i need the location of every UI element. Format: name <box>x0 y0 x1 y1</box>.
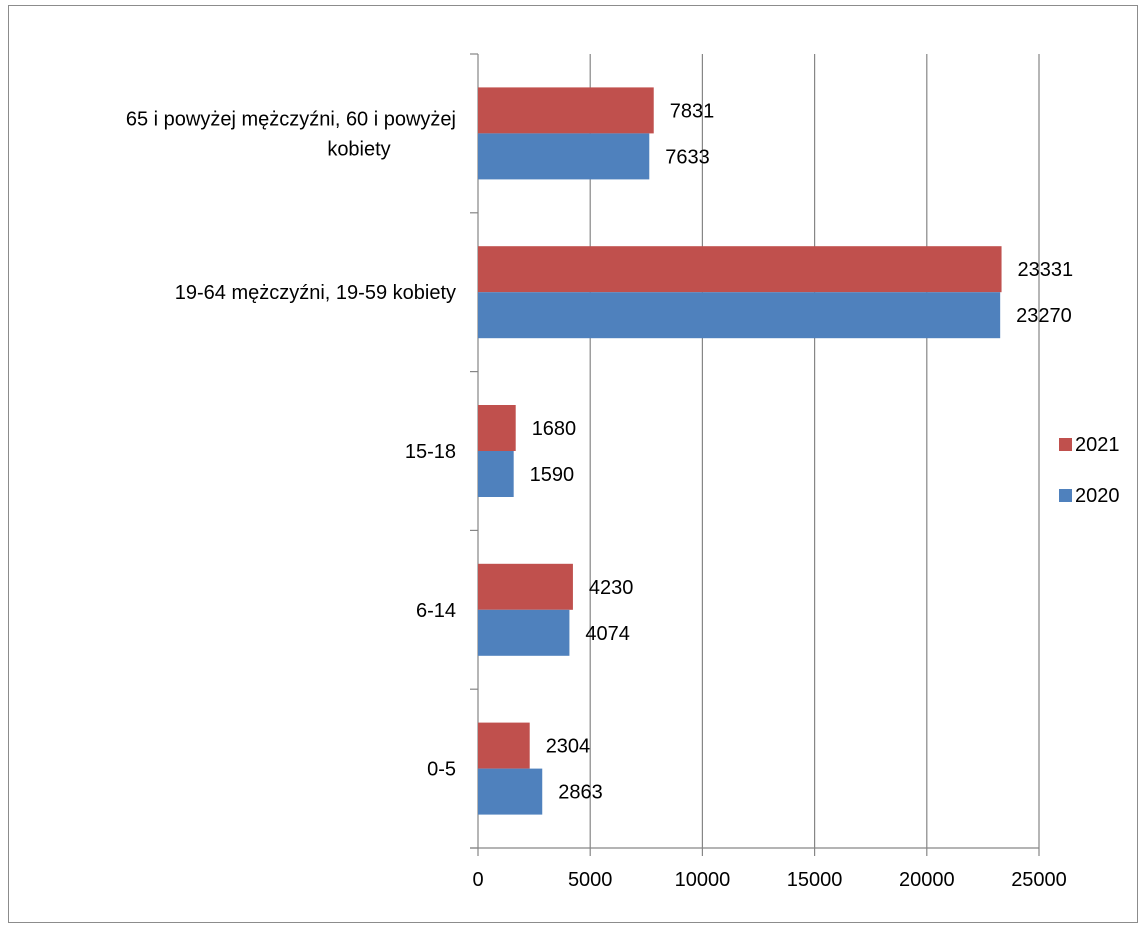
bar-2020-0 <box>478 133 650 180</box>
data-label-2020-4: 2863 <box>558 782 603 804</box>
category-label: kobiety <box>327 138 390 160</box>
data-label-2020-2: 1590 <box>530 464 575 486</box>
bar-2020-2 <box>478 451 514 497</box>
x-tick-label: 20000 <box>899 869 955 891</box>
category-label: 15-18 <box>405 441 456 463</box>
category-label: 19-64 mężczyźni, 19-59 kobiety <box>175 282 456 304</box>
chart-container: 0 5000 10000 15000 20000 25000 7831 7633 65 i po… <box>8 5 1138 923</box>
bar-2021-2 <box>478 405 516 451</box>
bar-2021-0 <box>478 87 654 134</box>
category-label: 0-5 <box>427 759 456 781</box>
bar-chart: 0 5000 10000 15000 20000 25000 7831 7633 65 i po… <box>126 53 1120 891</box>
x-tick-label: 25000 <box>1011 869 1067 891</box>
bar-2021-4 <box>478 722 530 769</box>
legend-swatch-2020 <box>1059 489 1072 502</box>
legend-label-2020: 2020 <box>1075 485 1120 507</box>
x-tick-label: 5000 <box>568 869 613 891</box>
legend-label-2021: 2021 <box>1075 434 1120 456</box>
data-label-2020-1: 23270 <box>1016 305 1072 327</box>
data-label-2020-0: 7633 <box>665 146 710 168</box>
x-tick-label: 10000 <box>675 869 731 891</box>
legend-swatch-2021 <box>1059 438 1072 451</box>
bar-2021-3 <box>478 563 573 610</box>
bar-2021-1 <box>478 246 1002 293</box>
x-tick-label: 0 <box>472 869 483 891</box>
category-label: 6-14 <box>416 600 456 622</box>
data-label-2021-0: 7831 <box>670 100 715 122</box>
bar-2020-1 <box>478 292 1001 339</box>
data-label-2021-2: 1680 <box>532 418 577 440</box>
data-label-2021-4: 2304 <box>546 736 591 758</box>
data-label-2020-3: 4074 <box>585 623 630 645</box>
category-label: 65 i powyżej mężczyźni, 60 i powyżej <box>126 108 456 130</box>
bar-2020-3 <box>478 609 570 656</box>
data-label-2021-1: 23331 <box>1018 259 1074 281</box>
x-tick-label: 15000 <box>787 869 843 891</box>
data-label-2021-3: 4230 <box>589 577 634 599</box>
bar-2020-4 <box>478 768 543 815</box>
